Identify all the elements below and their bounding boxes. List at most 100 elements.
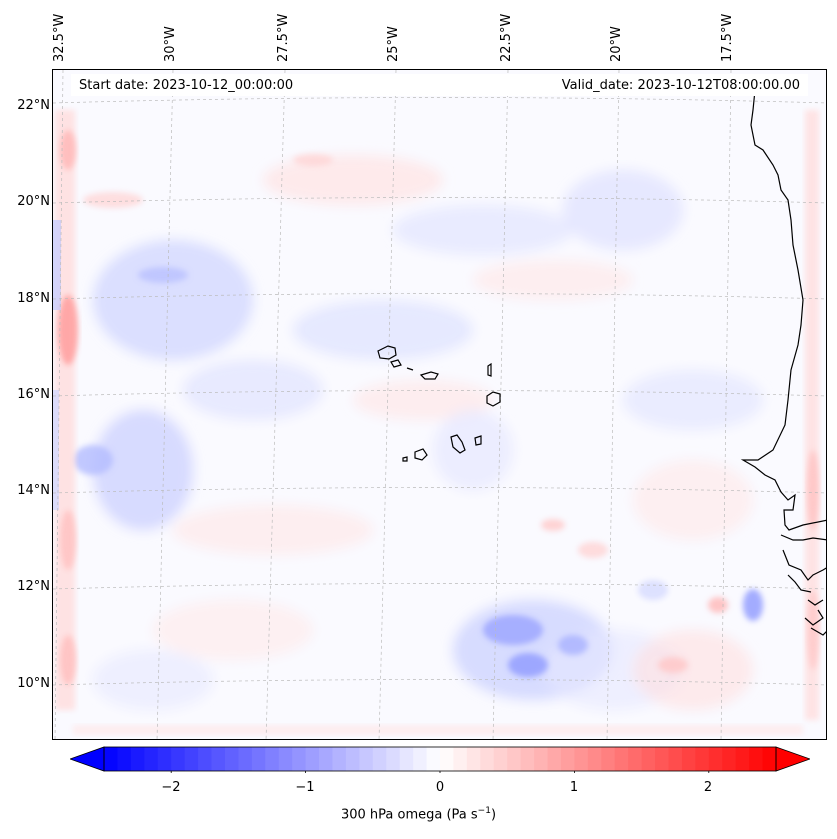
colorbar-cell (681, 747, 696, 771)
colorbar-tick-label: −2 (161, 780, 181, 795)
colorbar-cell (386, 747, 401, 771)
coastlines (377, 79, 826, 636)
colorbar-cell (171, 747, 186, 771)
boundary-strip-east (805, 110, 819, 720)
omega-map (52, 69, 827, 740)
cape-verde-sao-nicolau (419, 371, 439, 380)
cape-verde-sal (487, 362, 492, 377)
colorbar-cell (144, 747, 159, 771)
lat-label-18n: 18°N (17, 291, 50, 306)
lon-label-22-5w: 22.5°W (499, 13, 514, 62)
west-africa-coast (740, 79, 826, 531)
omega-diffuse-patches (93, 155, 763, 710)
cape-verde-santo-antao (377, 345, 397, 360)
boundary-strip-south (73, 725, 803, 735)
title-banner (71, 74, 808, 96)
colorbar-cell (332, 747, 347, 771)
gambia-coast (780, 534, 826, 541)
colorbar-cell (104, 747, 118, 771)
valid-date: Valid_date: 2023-10-12T08:00:00.00 (561, 78, 800, 93)
cape-verde-sao-vicente (390, 359, 402, 368)
colorbar-cell (507, 747, 522, 771)
omega-fine-patches (73, 154, 763, 677)
colorbar-cell (560, 747, 575, 771)
colorbar-label: 300 hPa omega (Pa s−1) (340, 806, 497, 823)
colorbar-cell (184, 747, 199, 771)
colorbar-tick-label: 1 (569, 780, 579, 795)
lat-label-14n: 14°N (17, 483, 50, 498)
lon-label-30w: 30°W (163, 26, 178, 62)
colorbar-svg (68, 746, 812, 775)
colorbar-tick-label: 2 (703, 780, 713, 795)
omega-field (53, 70, 826, 739)
colorbar-cell (722, 747, 737, 771)
colorbar-cell (708, 747, 723, 771)
colorbar-cell (614, 747, 629, 771)
colorbar-cell (198, 747, 213, 771)
colorbar-cell (426, 747, 441, 771)
lat-label-10n: 10°N (17, 676, 50, 691)
colorbar-cell (695, 747, 710, 771)
lat-label-20n: 20°N (17, 194, 50, 209)
colorbar-cells (104, 747, 777, 771)
colorbar-cell (655, 747, 669, 771)
colorbar-tick-label: 0 (435, 780, 445, 795)
colorbar (68, 745, 812, 775)
colorbar-extend-low (68, 746, 105, 772)
colorbar-cell (762, 747, 777, 771)
colorbar-cell (520, 747, 535, 771)
colorbar-cell (413, 747, 428, 771)
colorbar-cell (547, 747, 562, 771)
colorbar-cell (587, 747, 602, 771)
colorbar-cell (440, 747, 454, 771)
colorbar-tick-label: −1 (295, 780, 315, 795)
boundary-strip-west (53, 110, 78, 710)
cape-verde-boa-vista (486, 391, 501, 407)
cape-verde-santa-luzia (406, 367, 414, 371)
colorbar-cell (238, 747, 253, 771)
colorbar-cell (359, 747, 374, 771)
lat-label-12n: 12°N (17, 579, 50, 594)
lon-label-17-5w: 17.5°W (720, 13, 735, 62)
colorbar-cell (480, 747, 495, 771)
colorbar-cell (574, 747, 589, 771)
lat-label-16n: 16°N (17, 387, 50, 402)
cape-verde-santiago (450, 434, 466, 454)
gridlines (53, 70, 826, 739)
colorbar-cell (305, 747, 320, 771)
lon-label-25w: 25°W (386, 26, 401, 62)
cape-verde-maio (474, 435, 482, 446)
colorbar-cell (493, 747, 508, 771)
colorbar-cell (534, 747, 549, 771)
colorbar-cell (319, 747, 333, 771)
colorbar-extend-high (775, 746, 812, 772)
lon-label-20w: 20°W (609, 26, 624, 62)
colorbar-cell (466, 747, 481, 771)
colorbar-cell (628, 747, 643, 771)
lon-label-27-5w: 27.5°W (276, 13, 291, 62)
colorbar-cell (130, 747, 145, 771)
colorbar-cell (117, 747, 132, 771)
colorbar-cell (278, 747, 293, 771)
guinea-bissau-coast (782, 549, 826, 636)
lon-label-32-5w: 32.5°W (52, 13, 67, 62)
colorbar-cell (372, 747, 387, 771)
colorbar-cell (251, 747, 266, 771)
colorbar-cell (749, 747, 764, 771)
cape-verde-brava (402, 456, 408, 462)
cape-verde-fogo (414, 448, 428, 461)
colorbar-cell (224, 747, 239, 771)
colorbar-cell (453, 747, 468, 771)
colorbar-cell (345, 747, 360, 771)
lat-label-22n: 22°N (17, 98, 50, 113)
colorbar-cell (292, 747, 307, 771)
colorbar-cell (157, 747, 172, 771)
colorbar-cell (735, 747, 750, 771)
colorbar-cell (601, 747, 616, 771)
start-date: Start date: 2023-10-12_00:00:00 (79, 78, 294, 93)
colorbar-cell (668, 747, 683, 771)
colorbar-cell (211, 747, 226, 771)
colorbar-cell (265, 747, 280, 771)
colorbar-cell (641, 747, 656, 771)
colorbar-cell (399, 747, 414, 771)
